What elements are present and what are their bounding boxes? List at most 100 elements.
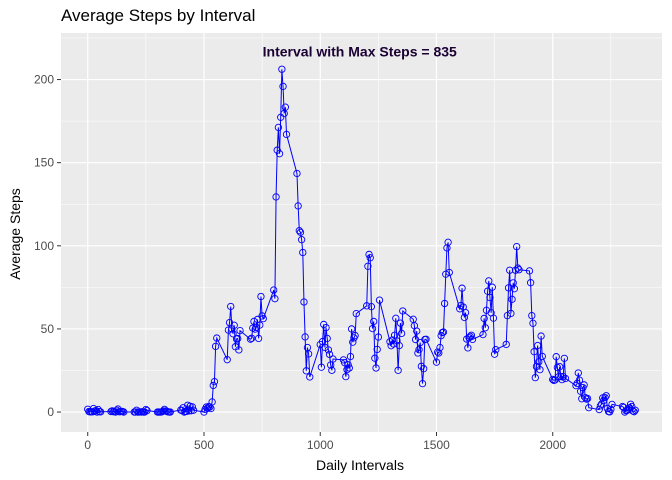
data-point [415,346,423,354]
data-point [351,331,359,340]
data-point [366,254,374,262]
data-point [399,307,407,315]
data-point [397,329,406,338]
data-point [486,293,494,302]
data-point [601,393,609,402]
data-point [393,337,401,345]
data-point [365,250,373,259]
data-point [418,379,427,388]
data-point [272,193,280,201]
data-point [270,286,278,294]
data-point [367,302,376,311]
data-point [324,346,333,354]
data-point [251,325,259,333]
data-point [349,338,357,346]
data-point [528,311,536,320]
data-point [223,356,231,364]
data-point [120,408,128,416]
series-layer [84,65,639,416]
data-point [575,376,584,384]
y-axis-title: Average Steps [7,188,23,280]
data-point [538,352,546,361]
data-point [371,354,379,362]
data-point [468,335,477,344]
data-point [436,343,444,352]
data-point [364,262,372,270]
data-point [188,403,197,411]
data-point [602,392,610,400]
data-point [464,344,472,352]
y-tick-label: 50 [41,322,55,336]
data-point [322,323,330,332]
data-point [394,366,402,374]
data-point [229,330,237,338]
data-point [529,319,537,327]
x-tick-label: 500 [194,438,214,452]
data-point [481,324,489,332]
data-point [535,358,543,366]
data-point [440,299,449,308]
x-tick-label: 1000 [307,438,334,452]
data-point [317,363,326,371]
data-point [479,330,487,339]
data-point [422,335,430,343]
data-point [246,335,255,343]
data-point [513,242,521,251]
data-point [442,270,450,278]
data-point [343,366,351,374]
data-point [417,362,426,370]
data-point [388,336,396,344]
data-point [211,342,220,351]
data-point [375,296,384,304]
data-point [374,333,383,341]
data-point [166,408,174,416]
max-steps-annotation: Interval with Max Steps = 835 [263,43,457,59]
data-point [247,334,256,342]
grid-minor [61,33,662,432]
data-point [445,268,453,277]
x-tick-label: 0 [84,438,91,452]
data-point [230,321,238,329]
data-point [552,353,560,361]
data-point [536,366,544,374]
data-point [274,123,283,132]
data-point [433,348,442,356]
data-point [282,130,291,139]
data-point [213,334,221,342]
data-point [396,319,405,327]
data-point [301,333,309,341]
data-point [623,406,631,415]
data-point [325,350,334,359]
data-point [323,334,331,343]
data-point [306,373,314,381]
data-point [275,150,284,158]
data-point [302,367,310,375]
data-point [560,354,568,362]
data-point [585,404,593,412]
data-point [444,238,452,246]
x-tick-label: 1500 [423,438,450,452]
data-point [271,295,279,303]
data-point [631,406,639,414]
data-point [576,387,585,395]
data-point [525,267,534,275]
data-point [295,227,303,235]
data-point [387,342,395,350]
x-axis-title: Daily Intervals [316,457,404,473]
data-point [278,65,286,73]
data-point [236,326,244,335]
data-point [457,301,465,310]
data-point [299,248,307,257]
data-point [210,377,219,386]
data-point [143,406,151,415]
data-point [510,285,519,293]
y-tick-label: 100 [34,239,54,253]
data-point [363,302,371,310]
data-point [492,346,500,354]
chart-title: Average Steps by Interval [61,6,255,25]
data-point [297,235,306,244]
data-point [235,346,243,354]
data-point [254,334,263,343]
data-point [578,395,586,403]
